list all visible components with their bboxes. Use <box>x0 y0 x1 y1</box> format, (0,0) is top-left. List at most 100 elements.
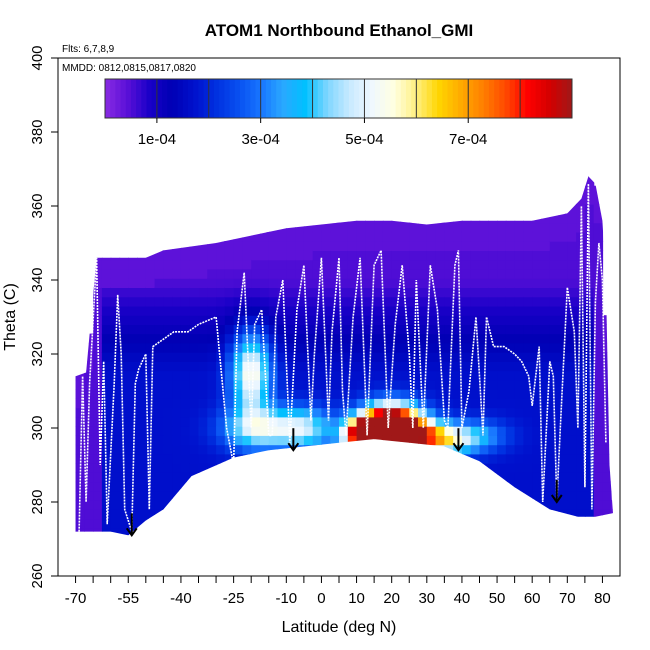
colorbar-cell <box>374 79 381 118</box>
heat-cell <box>224 315 235 325</box>
heat-cell <box>470 379 481 390</box>
heat-cell <box>224 241 235 251</box>
heat-cell <box>549 342 560 353</box>
heat-cell <box>198 472 208 483</box>
colorbar-cell <box>431 79 438 118</box>
heat-cell <box>435 324 445 335</box>
heat-cell <box>119 444 129 455</box>
colorbar-cell <box>203 79 210 118</box>
heat-cell <box>426 444 437 455</box>
heat-cell <box>549 379 560 390</box>
heat-cell <box>128 278 138 288</box>
heat-cell <box>541 352 551 362</box>
heat-cell <box>479 426 489 436</box>
heat-cell <box>567 426 577 436</box>
heat-cell <box>549 268 560 279</box>
heat-cell <box>602 518 612 529</box>
heat-cell <box>260 361 270 372</box>
heat-cell <box>479 342 489 353</box>
heat-cell <box>286 213 296 224</box>
heat-cell <box>180 241 191 251</box>
heat-cell <box>145 416 156 427</box>
heat-cell <box>453 453 463 464</box>
heat-cell <box>409 352 419 362</box>
heat-cell <box>268 435 279 446</box>
heat-cell <box>75 407 85 418</box>
heat-cell <box>435 435 445 446</box>
heat-cell <box>110 278 121 288</box>
heat-cell <box>58 482 67 492</box>
heat-cell <box>470 398 481 409</box>
heat-cell <box>233 453 243 464</box>
heat-cell <box>426 333 437 344</box>
heat-cell <box>532 481 542 492</box>
heat-cell <box>93 509 103 520</box>
heat-cell <box>93 379 103 390</box>
heat-cell <box>549 287 560 298</box>
heat-cell <box>488 463 498 473</box>
heat-cell <box>75 379 77 390</box>
heat-cell <box>382 370 393 381</box>
heat-cell <box>523 315 533 325</box>
flights-note: Flts: 6,7,8,9 <box>62 44 115 55</box>
heat-cell <box>400 352 410 362</box>
heat-cell <box>198 296 208 307</box>
x-tick-label: 20 <box>383 590 400 607</box>
heat-cell <box>93 500 103 510</box>
heat-cell <box>110 453 121 464</box>
heat-cell <box>137 352 147 362</box>
heat-cell <box>189 398 200 409</box>
heat-cell <box>523 268 533 279</box>
heat-cell <box>347 407 358 418</box>
heat-cell <box>356 342 366 353</box>
heat-cell <box>523 324 533 335</box>
heat-cell <box>180 333 191 344</box>
heat-cell <box>426 305 437 316</box>
heat-cell <box>497 398 507 409</box>
heat-cell <box>233 416 243 427</box>
colorbar-cell <box>551 79 557 118</box>
heat-cell <box>128 333 138 344</box>
heat-cell <box>207 296 217 307</box>
heat-cell <box>110 296 121 307</box>
heat-cell <box>549 472 560 483</box>
heat-cell <box>567 231 577 242</box>
heat-cell <box>435 370 445 381</box>
heat-cell <box>435 379 445 390</box>
heat-cell <box>198 259 208 270</box>
colorbar-cell <box>483 79 490 118</box>
heat-cell <box>347 444 358 455</box>
heat-cell <box>277 342 287 353</box>
arrow-head <box>452 442 465 452</box>
heat-cell <box>233 296 243 307</box>
heat-cell <box>216 268 226 279</box>
heat-cell <box>110 389 121 399</box>
heat-cell <box>75 500 85 510</box>
x-tick-label: 60 <box>524 590 541 607</box>
heat-cell <box>172 268 182 279</box>
heat-cell <box>58 454 67 464</box>
heat-cell <box>391 278 402 288</box>
profile-arrows <box>125 428 563 538</box>
heat-cell <box>189 426 200 436</box>
heat-cell <box>444 435 454 446</box>
heat-cell <box>374 444 384 455</box>
heat-cell <box>488 361 498 372</box>
heat-cell <box>409 426 419 436</box>
heat-cell <box>277 287 287 298</box>
heat-cell <box>251 379 261 390</box>
heat-cell <box>84 472 94 483</box>
heat-cell <box>514 426 524 436</box>
heat-cell <box>189 379 200 390</box>
heat-cell <box>93 287 103 298</box>
heat-cell <box>409 231 419 242</box>
heat-cell <box>532 352 542 362</box>
heat-cell <box>426 398 437 409</box>
heat-cell <box>453 361 463 372</box>
heat-cell <box>382 222 393 233</box>
heat-cell <box>558 222 568 233</box>
heat-cell <box>541 500 551 510</box>
heat-cell <box>426 222 437 233</box>
heat-cell <box>497 426 507 436</box>
heat-cell <box>102 537 111 547</box>
